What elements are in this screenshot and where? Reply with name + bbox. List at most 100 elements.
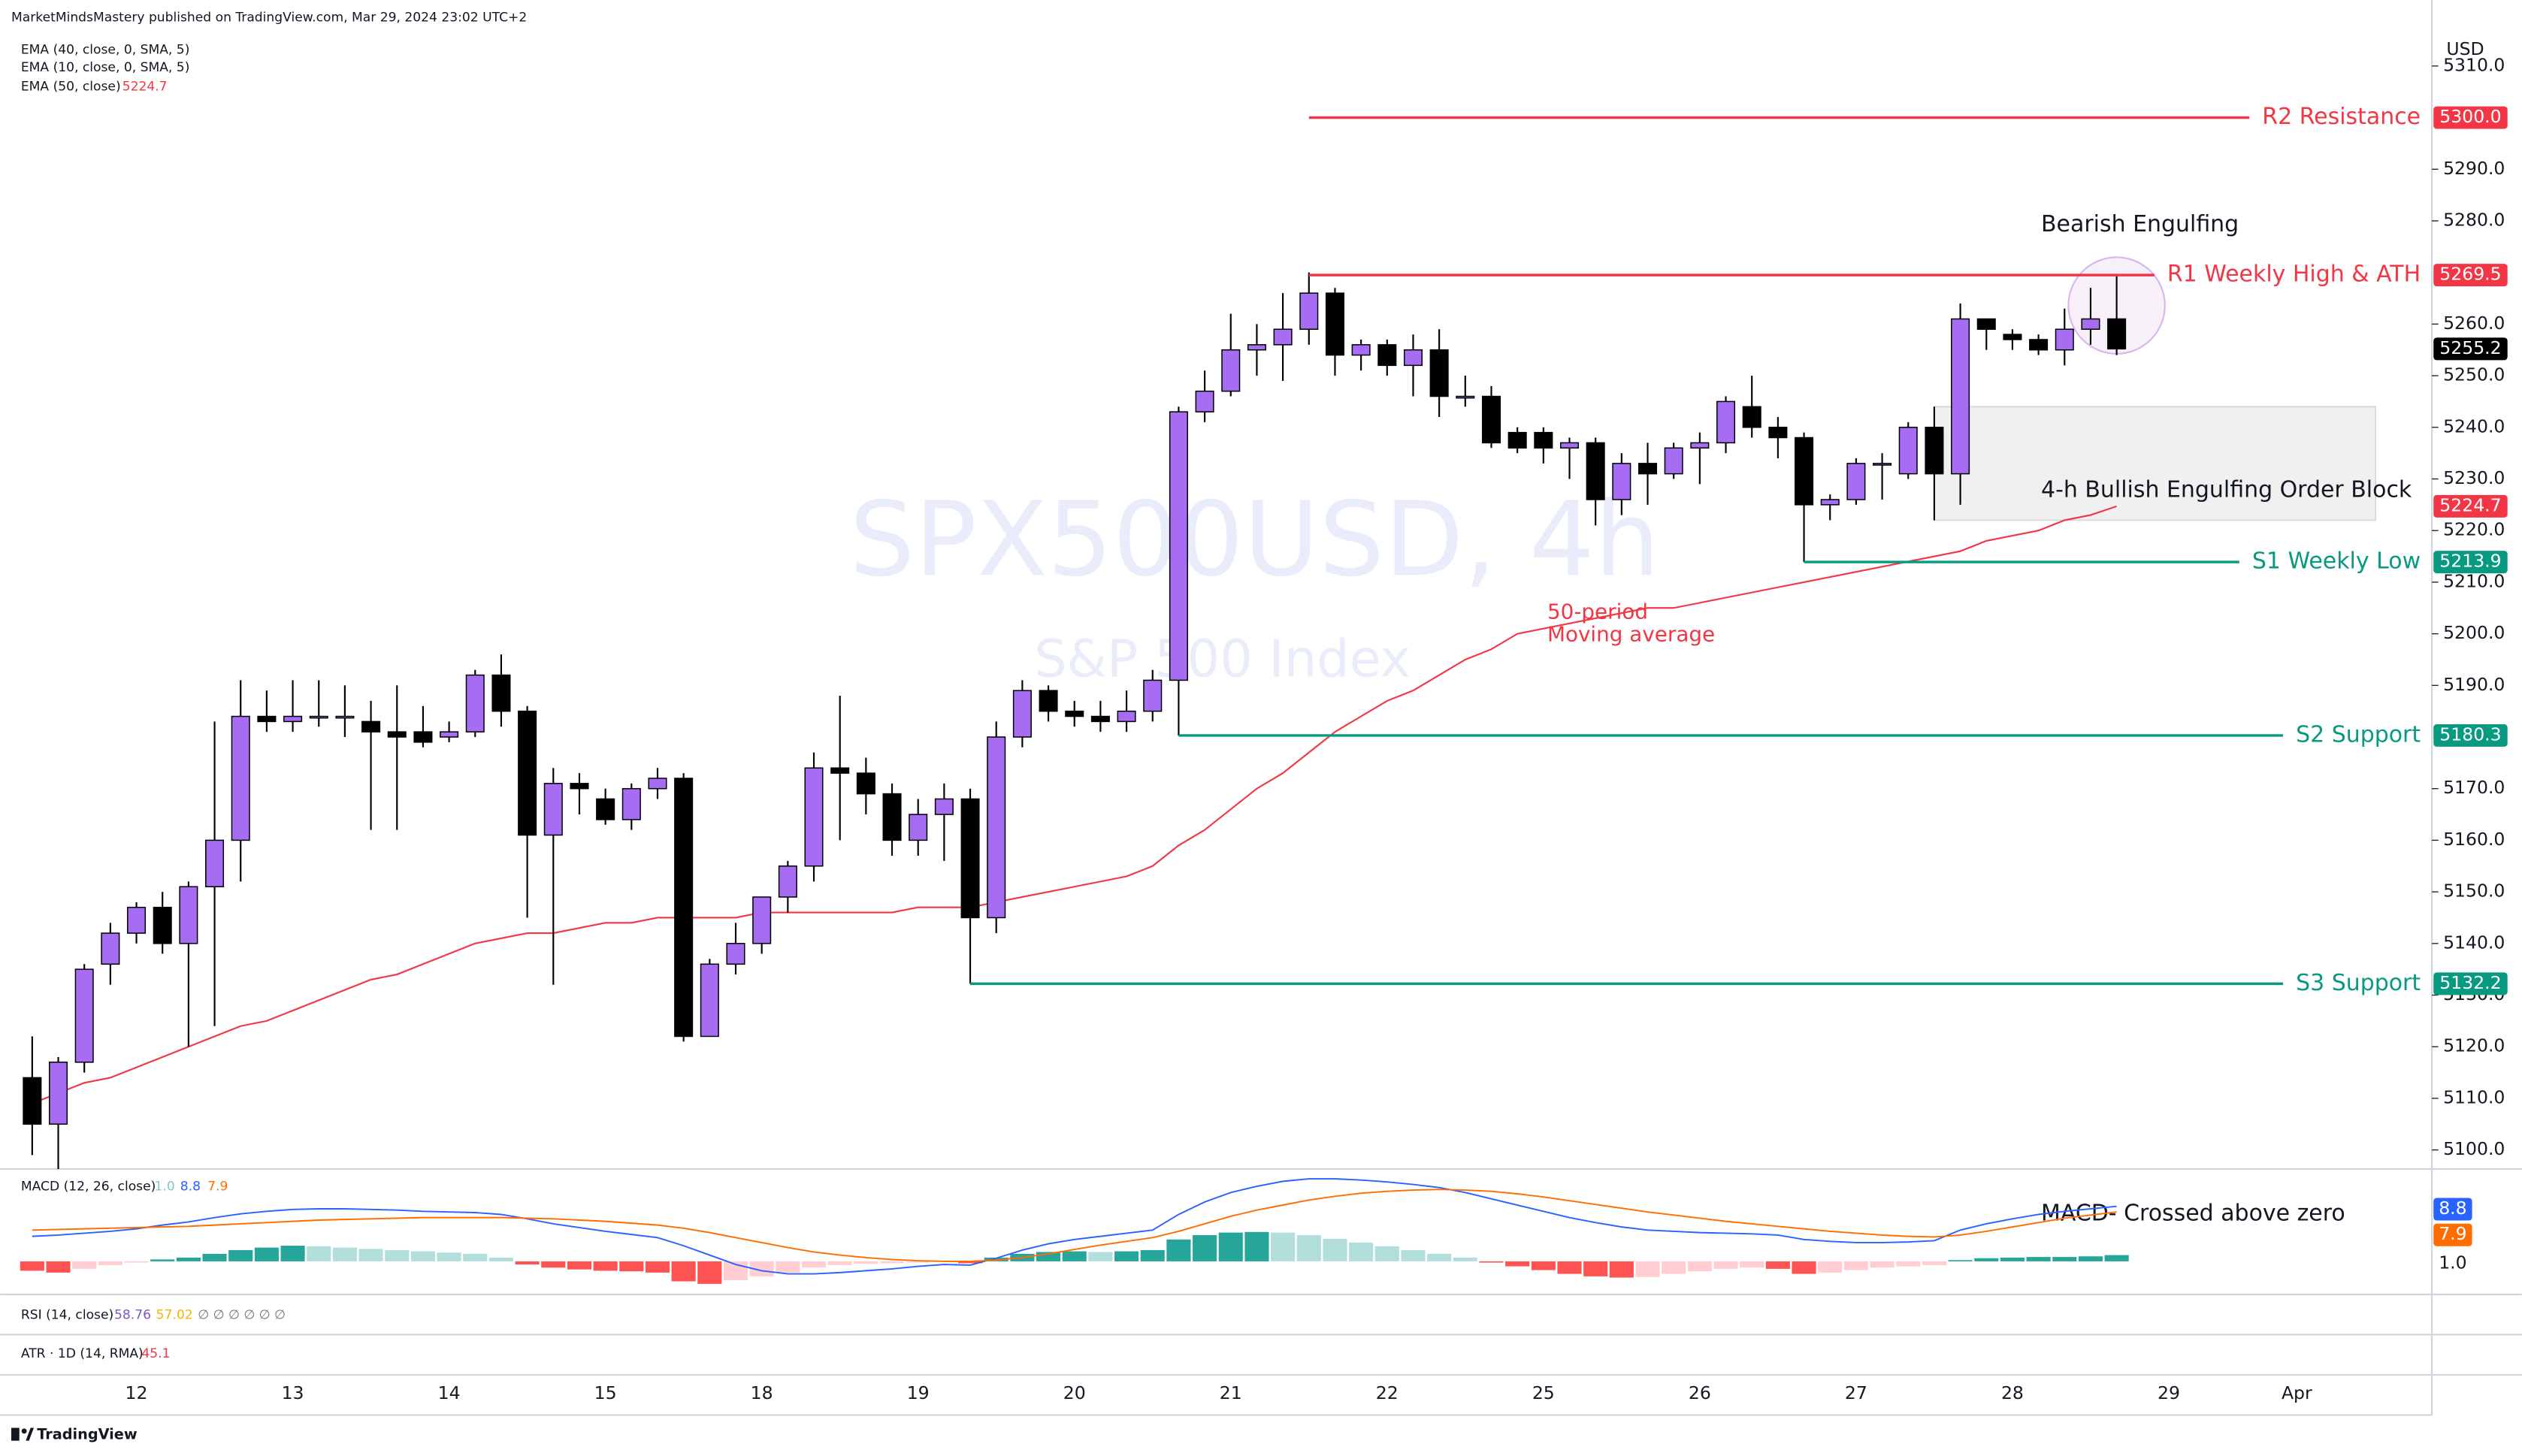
candle-body: [1716, 400, 1736, 444]
candle-body: [440, 731, 459, 738]
candle-body: [1403, 349, 1423, 367]
candle-body: [1507, 431, 1527, 449]
level-badge-value: 5180.3: [2439, 723, 2501, 745]
y-tick-label: 5220.0: [2443, 519, 2505, 540]
y-tick-label: 5230.0: [2443, 467, 2505, 488]
macd-line: [32, 1178, 2117, 1275]
macd-histogram-bar: [463, 1253, 488, 1261]
candle-body: [1846, 463, 1866, 500]
y-tick-label: 5210.0: [2443, 570, 2505, 591]
level-badge: [2433, 723, 2508, 747]
signal-line: [32, 1189, 2117, 1262]
candle-body: [1247, 344, 1266, 351]
macd-histogram-bar: [776, 1261, 800, 1273]
macd-histogram-bar: [2052, 1257, 2077, 1261]
candle-body: [1169, 411, 1188, 681]
y-tick-label: 5120.0: [2443, 1035, 2505, 1056]
candle-body: [804, 767, 824, 867]
x-tick-label: Apr: [2282, 1382, 2312, 1403]
macd-histogram-bar: [124, 1261, 149, 1263]
candle-body: [543, 783, 563, 836]
candle-body: [596, 798, 615, 820]
candle-body: [48, 1062, 68, 1125]
indicator-label: EMA (40, close, 0, SMA, 5): [21, 42, 190, 57]
macd-histogram-bar: [1765, 1261, 1790, 1269]
x-tick-label: 20: [1063, 1382, 1086, 1403]
y-tick-label: 5140.0: [2443, 932, 2505, 953]
candle-body: [1143, 679, 1163, 712]
y-tick-label: 5190.0: [2443, 674, 2505, 695]
macd-histogram-bar: [46, 1261, 71, 1273]
rsi-ma-value: 57.02: [156, 1308, 193, 1323]
macd-histogram-bar: [1662, 1261, 1686, 1274]
macd-histogram-bar: [906, 1261, 930, 1263]
macd-histogram-bar: [749, 1261, 774, 1276]
candle-body: [1637, 463, 1658, 475]
level-label: S2 Support: [2296, 721, 2421, 748]
logo-part: [11, 1427, 20, 1441]
macd-histogram-bar: [1453, 1257, 1477, 1261]
tv-logo: [11, 1427, 34, 1441]
candle-body: [1065, 710, 1084, 717]
candle-body: [127, 906, 147, 934]
macd-histogram-bar: [358, 1249, 383, 1261]
candle-body: [465, 674, 485, 733]
candle-body: [1925, 427, 1944, 475]
macd-histogram-bar: [1531, 1261, 1556, 1270]
macd-histogram-bar: [488, 1257, 513, 1261]
candle-body: [1742, 406, 1761, 428]
macd-histogram-bar: [72, 1261, 97, 1269]
candle-body: [700, 963, 719, 1038]
candle-body: [309, 715, 328, 719]
macd-histogram-bar: [1114, 1251, 1139, 1261]
level-label: S1 Weekly Low: [2252, 548, 2421, 575]
macd-histogram-bar: [2104, 1255, 2129, 1261]
y-tick-label: 5290.0: [2443, 158, 2505, 179]
candle-body: [2003, 334, 2022, 340]
y-tick-label: 5260.0: [2443, 313, 2505, 334]
candle-body: [1090, 715, 1110, 723]
candle-body: [74, 968, 94, 1063]
y-tick-label: 5150.0: [2443, 881, 2505, 902]
macd-histogram-bar: [410, 1251, 435, 1261]
x-tick-label: 12: [125, 1382, 148, 1403]
candle-body: [413, 731, 433, 743]
macd-histogram-bar: [2078, 1256, 2103, 1261]
annotation: Moving average: [1547, 621, 1715, 646]
level-badge-value: 5269.5: [2439, 264, 2501, 285]
macd-histogram-bar: [1557, 1261, 1582, 1274]
macd-badge-value: 7.9: [2439, 1223, 2466, 1244]
macd-histogram-bar: [619, 1261, 644, 1272]
macd-badge-value: 1.0: [2439, 1252, 2466, 1273]
macd-histogram-bar: [1296, 1234, 1321, 1261]
macd-badge-value: 8.8: [2439, 1198, 2466, 1219]
macd-histogram-bar: [150, 1259, 175, 1261]
annotation: Bearish Engulfing: [2041, 211, 2239, 237]
macd-histogram-bar: [1635, 1261, 1660, 1277]
candle-body: [882, 793, 902, 841]
macd-histogram-bar: [280, 1246, 305, 1261]
macd-histogram-bar: [671, 1261, 696, 1282]
macd-histogram-bar: [645, 1261, 670, 1273]
candle-body: [1195, 390, 1214, 412]
level-badge: [2433, 264, 2508, 287]
annotation: MACD- Crossed above zero: [2041, 1200, 2345, 1226]
x-tick-label: 14: [438, 1382, 461, 1403]
candle-body: [179, 886, 198, 944]
candle-body: [491, 674, 511, 712]
y-tick-label: 5250.0: [2443, 364, 2505, 385]
x-tick-label: 26: [1689, 1382, 1711, 1403]
macd-histogram-bar: [1271, 1232, 1296, 1261]
macd-histogram-bar: [98, 1261, 122, 1265]
candle-body: [1820, 499, 1840, 506]
candle-body: [1456, 395, 1475, 399]
candle-body: [2055, 328, 2074, 351]
macd-histogram-bar: [801, 1261, 827, 1268]
macd-histogram-bar: [1374, 1246, 1399, 1261]
candle-body: [1976, 318, 1996, 330]
candle-body: [518, 710, 537, 836]
candle-body: [1012, 690, 1032, 738]
macd-histogram-bar: [1088, 1252, 1113, 1261]
